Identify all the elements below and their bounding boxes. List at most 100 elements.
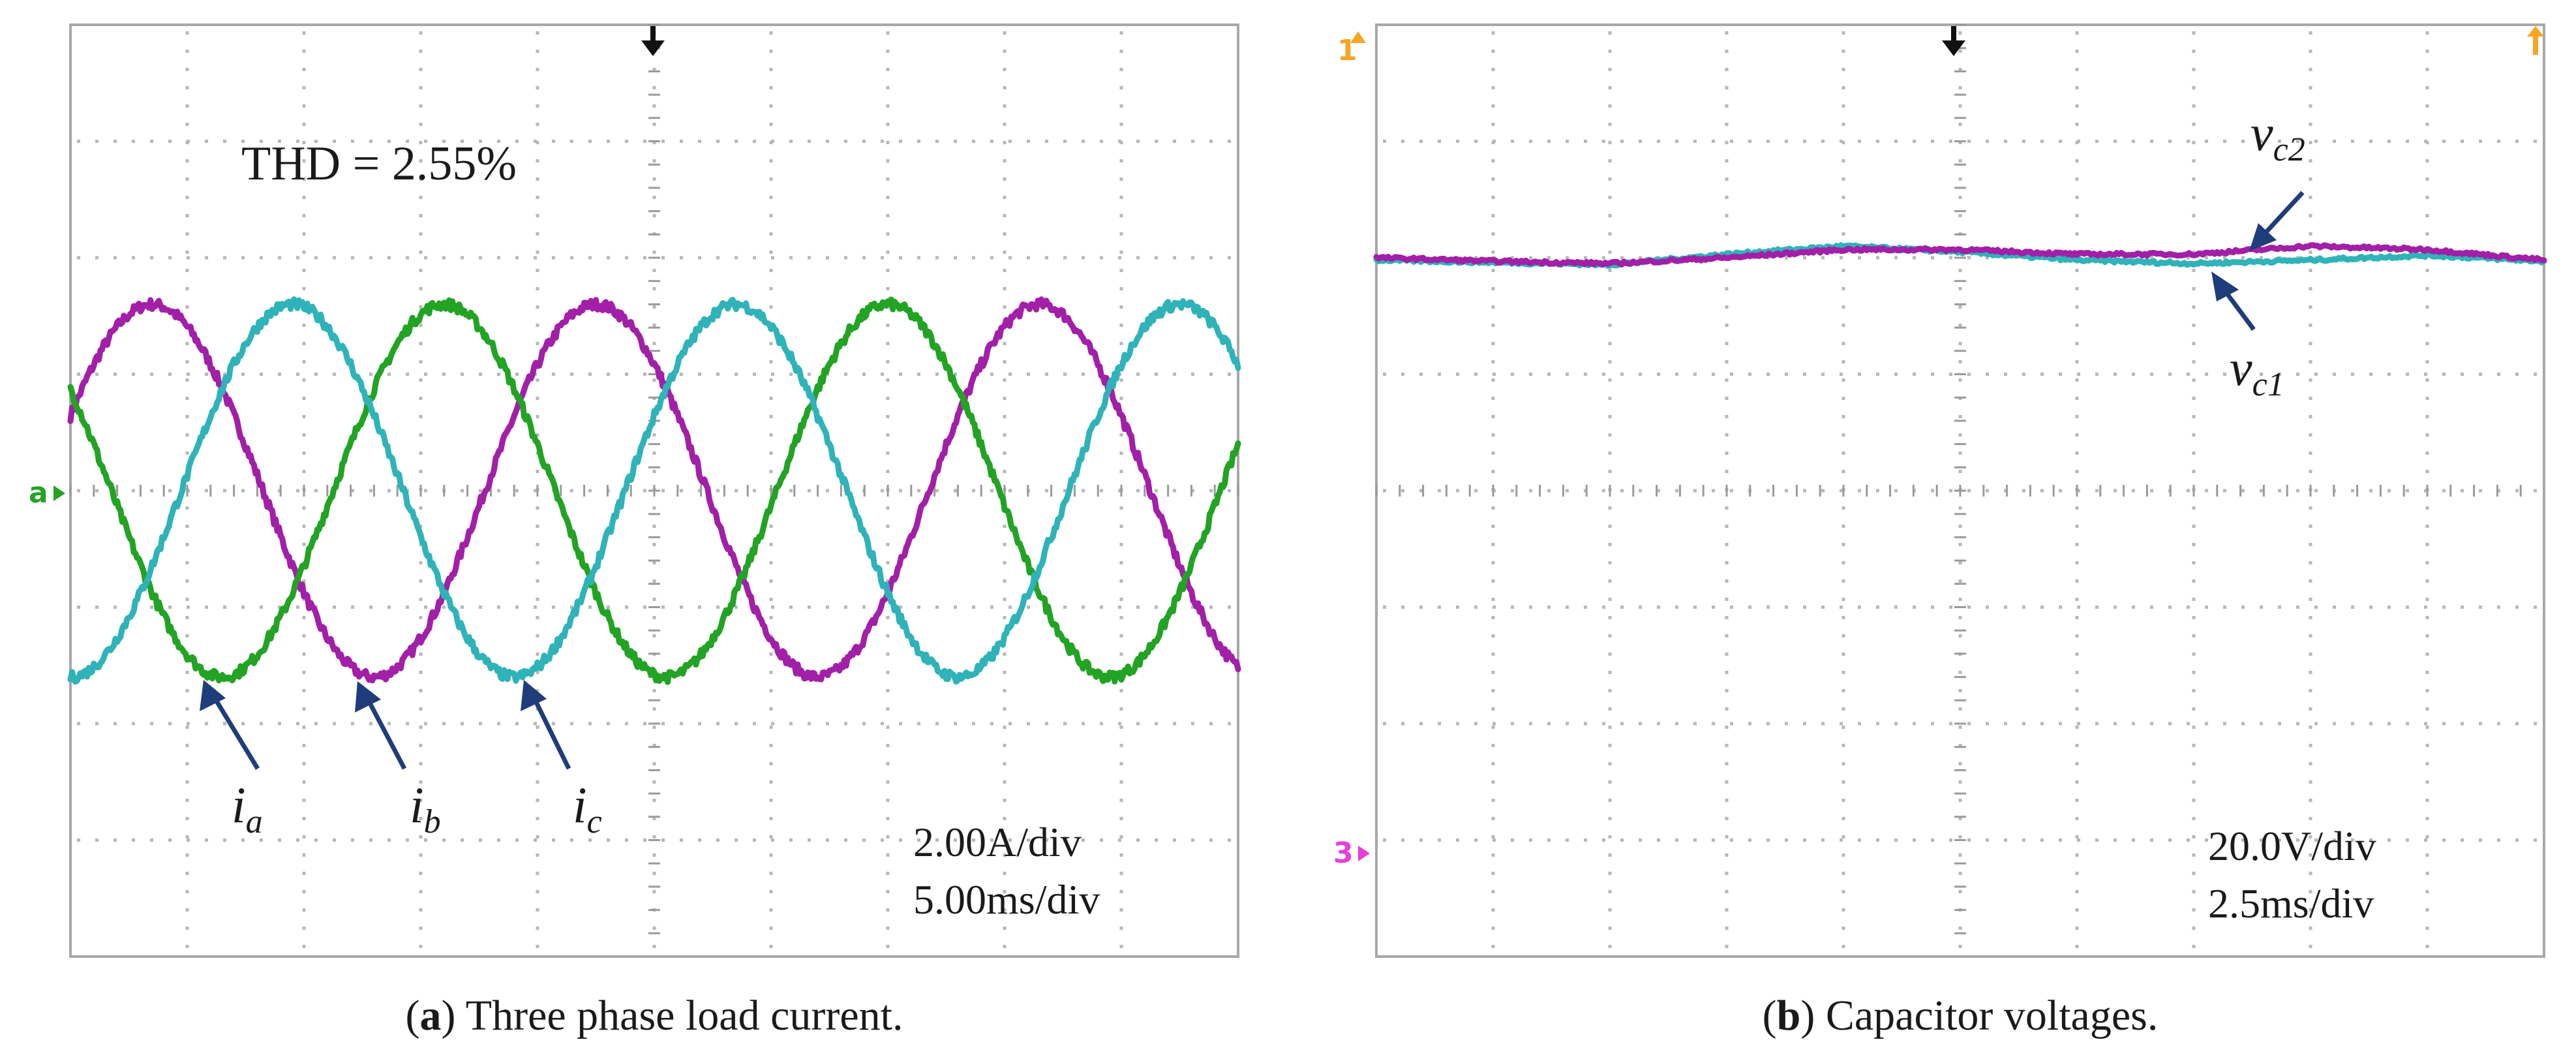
panel-b-grid-dot <box>2075 470 2079 473</box>
panel-a-grid-dot <box>419 232 423 236</box>
panel-a-grid-dot <box>536 324 539 327</box>
panel-a-grid-dot <box>753 256 756 260</box>
panel-b-grid-dot <box>2040 722 2044 726</box>
panel-b-grid-dot <box>2534 489 2537 493</box>
panel-a-grid-dot <box>185 525 189 528</box>
panel-b-grid-dot <box>1529 373 1532 376</box>
panel-b-grid-dot <box>2132 140 2135 143</box>
panel-b-grid-dot <box>2296 140 2299 143</box>
panel-a-grid-dot <box>652 104 656 108</box>
panel-a-grid-dot <box>185 68 189 71</box>
panel-b-grid-dot <box>1725 452 1729 455</box>
panel-a-grid-dot <box>661 140 665 143</box>
panel-b-grid-dot <box>2387 140 2391 143</box>
panel-b-grid-dot <box>1566 722 1569 726</box>
panel-b-grid-dot <box>2095 722 2099 726</box>
panel-a-grid-dot <box>886 908 890 912</box>
panel-a-grid-dot <box>419 141 423 144</box>
panel-b-grid-dot <box>2369 489 2372 493</box>
panel-a-grid-dot <box>302 232 306 236</box>
panel-a-grid-dot <box>886 890 890 893</box>
panel-a-grid-dot <box>114 256 117 260</box>
panel-a-grid-dot <box>652 433 656 437</box>
panel-b-grid-dot <box>2075 86 2079 89</box>
panel-a-grid-dot <box>769 342 773 345</box>
panel-a-grid-dot <box>442 838 446 842</box>
panel-a-grid-dot <box>972 256 975 260</box>
panel-b-grid-dot <box>1876 489 1879 493</box>
panel-b-grid-dot <box>2309 214 2312 217</box>
panel-a-grid-dot <box>185 780 189 784</box>
panel-b-grid-dot <box>2192 324 2196 327</box>
panel-b-grid-dot <box>1894 722 1898 726</box>
panel-b-grid-dot <box>2351 140 2354 143</box>
panel-b-grid-dot <box>2309 744 2312 747</box>
panel-a-grid-dot <box>769 598 773 601</box>
panel-a-grid-dot <box>185 342 189 345</box>
panel-b-grid-dot <box>1725 780 1729 784</box>
panel-b-grid-dot <box>2309 616 2312 619</box>
panel-a-grid-dot <box>419 872 423 875</box>
panel-b-grid-dot <box>1584 838 1587 842</box>
panel-a-grid-dot <box>419 324 423 327</box>
panel-b-grid-dot <box>2075 872 2079 875</box>
panel-b-grid-dot <box>1608 324 1612 327</box>
panel-b-grid-dot <box>1913 722 1916 726</box>
panel-b-grid-dot <box>1547 722 1551 726</box>
panel-a-grid-dot <box>419 945 423 948</box>
panel-a-grid-dot <box>552 606 555 609</box>
panel-b-grid-dot <box>2077 722 2080 726</box>
panel-b-grid-dot <box>1841 744 1845 747</box>
panel-a-grid-dot <box>1082 256 1085 260</box>
panel-a-grid-dot <box>185 269 189 272</box>
panel-b-grid-dot <box>1725 159 1729 162</box>
panel-a-grid-dot <box>1191 256 1194 260</box>
panel-a-grid-dot <box>1063 256 1067 260</box>
panel-a-grid-dot <box>808 140 811 143</box>
panel-a-grid-dot <box>886 525 890 528</box>
panel-b-grid-dot <box>1491 561 1495 564</box>
panel-b-grid-dot <box>2424 373 2427 376</box>
panel-b-grid-dot <box>1725 360 1729 363</box>
panel-a-grid-dot <box>185 104 189 108</box>
panel-a-grid-dot <box>990 606 993 609</box>
panel-b-grid-dot <box>2075 123 2079 126</box>
panel-b-grid-dot <box>1456 373 1459 376</box>
panel-a-grid-dot <box>536 799 539 802</box>
panel-a-grid-dot <box>205 140 208 143</box>
panel-b-grid-dot <box>1712 489 1715 493</box>
panel-b-grid-dot <box>2192 31 2196 35</box>
panel-b-grid-dot <box>2424 606 2427 609</box>
panel-b-grid-dot <box>1841 141 1845 144</box>
panel-b-grid-dot <box>1608 853 1612 857</box>
panel-b-grid-dot <box>1841 543 1845 546</box>
panel-a-grid-dot <box>205 489 208 493</box>
panel-a-grid-dot <box>1119 652 1123 656</box>
panel-b-grid-dot <box>1958 671 1962 674</box>
panel-b-grid-dot <box>1493 606 1496 609</box>
panel-a-grid-dot <box>652 799 656 802</box>
panel-a-grid-dot <box>302 251 306 254</box>
panel-b-traces <box>1373 242 2547 269</box>
panel-a-grid-dot <box>369 140 372 143</box>
panel-a-grid-dot <box>536 872 539 875</box>
panel-a-grid-dot <box>886 287 890 290</box>
panel-b-grid-dot <box>2114 373 2117 376</box>
panel-b-grid-dot <box>1657 606 1660 609</box>
panel-b-grid-dot <box>2075 397 2079 400</box>
panel-b-grid-dot <box>1491 543 1495 546</box>
panel-a-grid-dot <box>789 722 793 726</box>
panel-a-grid-dot <box>625 606 628 609</box>
panel-b-grid-dot <box>1712 838 1715 842</box>
panel-a-grid-dot <box>769 305 773 309</box>
panel-b-grid-dot <box>2004 838 2007 842</box>
panel-b-grid-dot <box>1608 415 1612 418</box>
panel-b-grid-dot <box>1620 838 1624 842</box>
panel-b-grid-dot <box>1730 606 1733 609</box>
panel-b-grid-dot <box>2309 817 2312 820</box>
panel-a-grid-dot <box>1003 689 1007 692</box>
panel-b-grid-dot <box>1491 31 1495 35</box>
panel-a-grid-dot <box>132 140 135 143</box>
panel-a-grid-dot <box>1119 927 1123 930</box>
panel-a-grid-dot <box>1118 722 1121 726</box>
